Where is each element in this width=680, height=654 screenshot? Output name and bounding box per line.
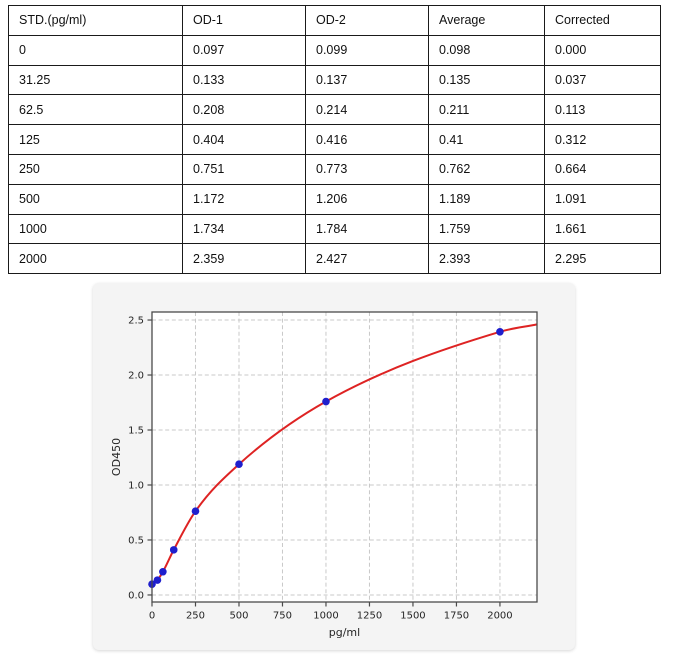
y-tick-label: 2.5 bbox=[128, 316, 144, 327]
table-row: 0 0.097 0.099 0.098 0.000 bbox=[8, 34, 661, 66]
y-tick-label: 0.0 bbox=[128, 590, 144, 601]
chart-panel: 0 250 500 750 1000 1250 1500 1750 2000 0.0 0.5 1.0 1… bbox=[93, 283, 575, 650]
table-cell: 0.211 bbox=[428, 94, 545, 126]
table-cell: 0.098 bbox=[428, 34, 545, 66]
table-cell: 1000 bbox=[8, 213, 183, 245]
table-row: 62.5 0.208 0.214 0.211 0.113 bbox=[8, 94, 661, 126]
table-cell: 1.172 bbox=[182, 183, 306, 215]
table-cell: 0.664 bbox=[544, 153, 661, 185]
col-header-od1: OD-1 bbox=[182, 5, 306, 36]
table-cell: 62.5 bbox=[8, 94, 183, 126]
table-cell: 2.295 bbox=[544, 243, 661, 275]
data-point bbox=[235, 460, 243, 469]
table-cell: 0.312 bbox=[544, 124, 661, 155]
table-row: 2000 2.359 2.427 2.393 2.295 bbox=[8, 243, 661, 275]
table-cell: 1.734 bbox=[182, 213, 306, 245]
table-row: 125 0.404 0.416 0.41 0.312 bbox=[8, 124, 661, 155]
y-tick-label: 2.0 bbox=[128, 371, 144, 382]
table-cell: 250 bbox=[8, 153, 183, 185]
table-cell: 1.189 bbox=[428, 183, 545, 215]
table-cell: 0.133 bbox=[182, 64, 306, 96]
data-point bbox=[496, 327, 504, 336]
table-cell: 0.214 bbox=[305, 94, 429, 126]
table-cell: 31.25 bbox=[8, 64, 183, 96]
table-cell: 0.113 bbox=[544, 94, 661, 126]
x-tick-label: 750 bbox=[273, 611, 292, 622]
table-cell: 2.427 bbox=[305, 243, 429, 275]
table-cell: 0.773 bbox=[305, 153, 429, 185]
table-cell: 0.099 bbox=[305, 34, 429, 66]
table-cell: 1.759 bbox=[428, 213, 545, 245]
table-cell: 2.359 bbox=[182, 243, 306, 275]
x-axis-label: pg/ml bbox=[329, 626, 360, 639]
data-point bbox=[159, 567, 167, 576]
table-row: 31.25 0.133 0.137 0.135 0.037 bbox=[8, 64, 661, 96]
x-tick-label: 500 bbox=[229, 611, 248, 622]
y-axis-label: OD450 bbox=[110, 438, 123, 476]
plot-area bbox=[152, 312, 537, 602]
table-row: 250 0.751 0.773 0.762 0.664 bbox=[8, 153, 661, 185]
table-cell: 0.41 bbox=[428, 124, 545, 155]
table-cell: 500 bbox=[8, 183, 183, 215]
fit-curve bbox=[151, 323, 538, 586]
standards-table: STD.(pg/ml) OD-1 OD-2 Average Corrected … bbox=[8, 5, 661, 275]
x-tick-label: 1000 bbox=[313, 611, 338, 622]
x-tick-label: 1250 bbox=[357, 611, 382, 622]
table-cell: 0.137 bbox=[305, 64, 429, 96]
table-cell: 2.393 bbox=[428, 243, 545, 275]
table-cell: 0.762 bbox=[428, 153, 545, 185]
table-cell: 125 bbox=[8, 124, 183, 155]
table-header-row: STD.(pg/ml) OD-1 OD-2 Average Corrected bbox=[8, 5, 661, 36]
x-tick-label: 1750 bbox=[444, 611, 469, 622]
table-cell: 0.751 bbox=[182, 153, 306, 185]
col-header-od2: OD-2 bbox=[305, 5, 429, 36]
table-row: 1000 1.734 1.784 1.759 1.661 bbox=[8, 213, 661, 245]
data-point bbox=[191, 507, 200, 515]
x-tick-label: 250 bbox=[186, 611, 205, 622]
table-row: 500 1.172 1.206 1.189 1.091 bbox=[8, 183, 661, 215]
col-header-average: Average bbox=[428, 5, 545, 36]
table-cell: 1.091 bbox=[544, 183, 661, 215]
data-point bbox=[169, 546, 178, 554]
x-tick-label: 1500 bbox=[400, 611, 425, 622]
table-cell: 0.037 bbox=[544, 64, 661, 96]
table-cell: 2000 bbox=[8, 243, 183, 275]
x-tick-label: 2000 bbox=[487, 611, 512, 622]
table-cell: 0.000 bbox=[544, 34, 661, 66]
y-tick-label: 1.5 bbox=[128, 426, 144, 437]
table-cell: 0.404 bbox=[182, 124, 306, 155]
table-cell: 0.208 bbox=[182, 94, 306, 126]
y-tick-label: 1.0 bbox=[128, 480, 144, 491]
table-cell: 1.206 bbox=[305, 183, 429, 215]
table-cell: 1.661 bbox=[544, 213, 661, 245]
x-tick-label: 0 bbox=[149, 611, 155, 622]
table-cell: 0.135 bbox=[428, 64, 545, 96]
col-header-std: STD.(pg/ml) bbox=[8, 5, 183, 36]
y-tick-label: 0.5 bbox=[128, 535, 144, 546]
table-cell: 1.784 bbox=[305, 213, 429, 245]
table-cell: 0.416 bbox=[305, 124, 429, 155]
data-point bbox=[153, 576, 162, 584]
standard-curve-chart: 0 250 500 750 1000 1250 1500 1750 2000 0.0 0.5 1.0 1… bbox=[110, 311, 538, 639]
plot-frame bbox=[151, 311, 538, 603]
table-cell: 0 bbox=[8, 34, 183, 66]
table-cell: 0.097 bbox=[182, 34, 306, 66]
col-header-corrected: Corrected bbox=[544, 5, 661, 36]
data-point bbox=[322, 397, 330, 406]
